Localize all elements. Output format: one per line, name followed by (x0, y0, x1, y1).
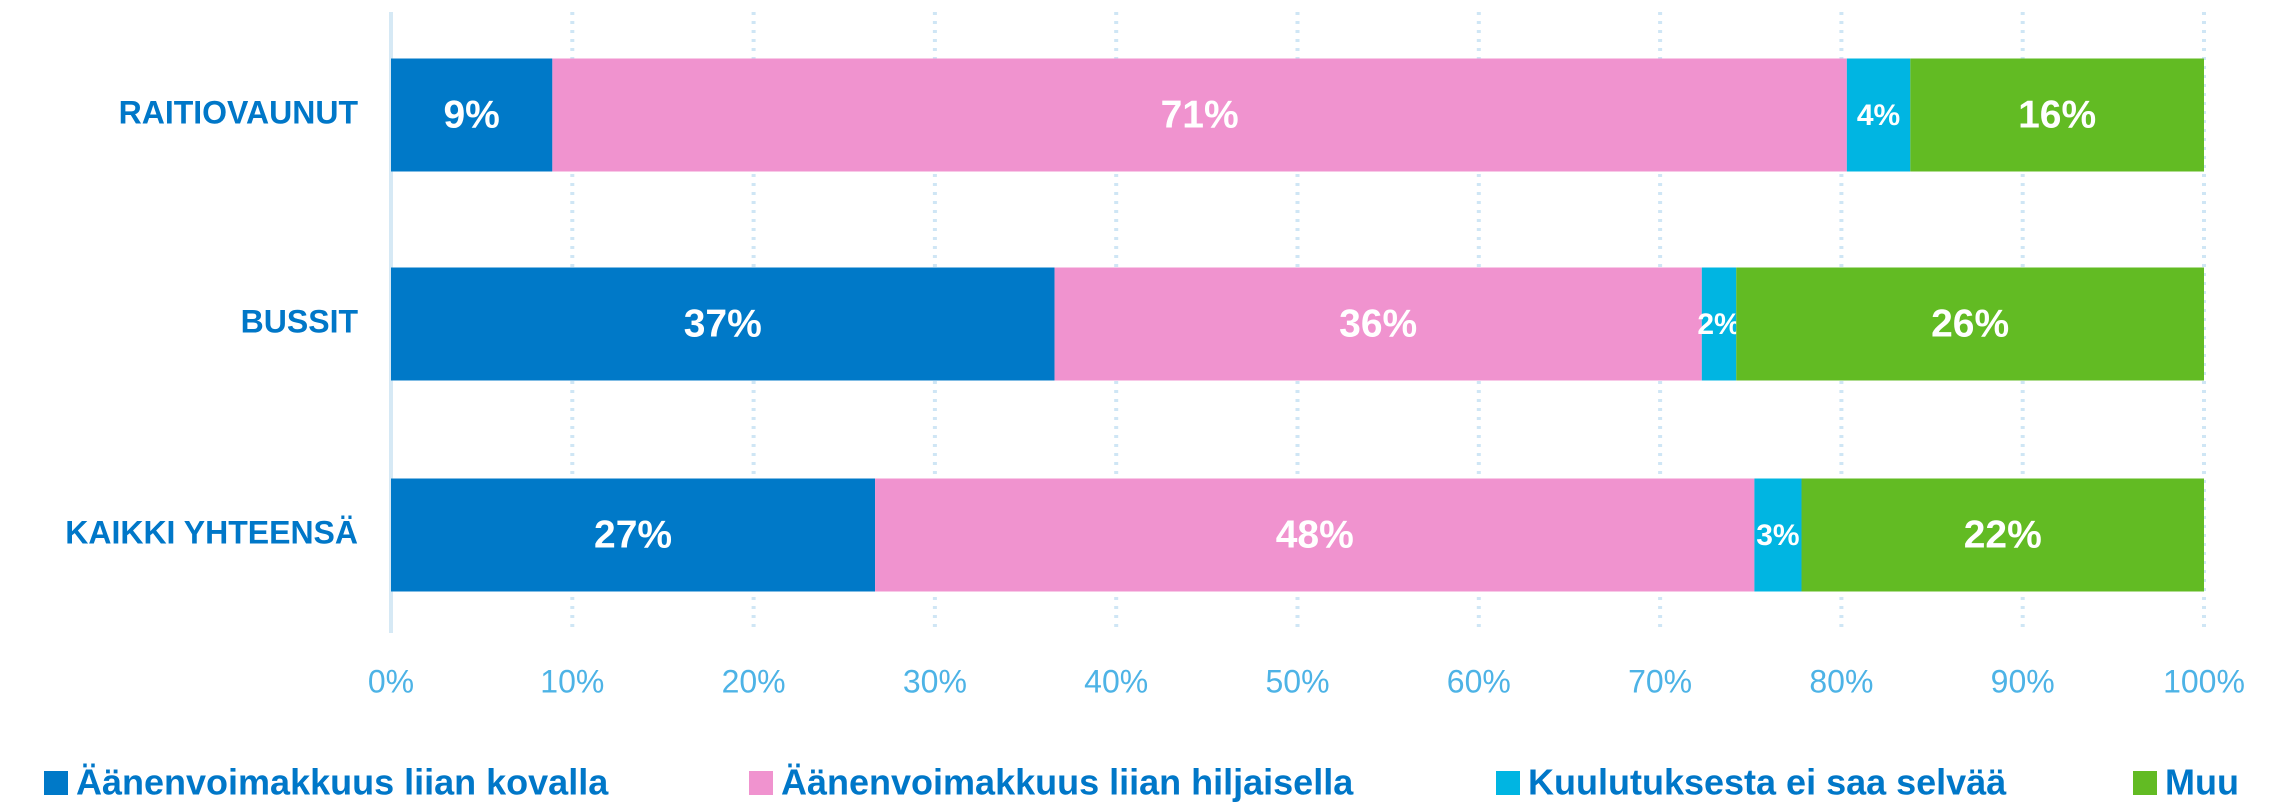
category-label: KAIKKI YHTEENSÄ (65, 514, 358, 550)
legend-label: Äänenvoimakkuus liian kovalla (76, 762, 609, 803)
bar-segment (1736, 267, 2204, 381)
legend-swatch (1496, 771, 1520, 795)
x-tick-label: 80% (1809, 663, 1873, 699)
legend-label: Kuulutuksesta ei saa selvää (1528, 762, 2007, 803)
data-label: 16% (2018, 93, 2096, 136)
x-tick-label: 30% (903, 663, 967, 699)
bar-segment (391, 58, 553, 172)
x-tick-label: 60% (1447, 663, 1511, 699)
data-label: 4% (1857, 99, 1900, 132)
bar-segment (552, 58, 1847, 172)
bar-segment (1910, 58, 2204, 172)
legend-label: Muu (2165, 762, 2239, 803)
category-label: RAITIOVAUNUT (119, 94, 359, 130)
data-label: 37% (684, 302, 762, 345)
data-label: 3% (1756, 519, 1799, 552)
bar-segment (1701, 267, 1737, 381)
x-tick-label: 10% (540, 663, 604, 699)
data-label: 71% (1161, 93, 1239, 136)
legend-label: Äänenvoimakkuus liian hiljaisella (781, 762, 1354, 803)
data-label: 2% (1697, 308, 1740, 341)
legend-swatch (2133, 771, 2157, 795)
data-label: 48% (1276, 513, 1354, 556)
x-tick-label: 100% (2163, 663, 2245, 699)
bar-segment (1801, 478, 2204, 592)
legend-swatch (44, 771, 68, 795)
x-tick-label: 70% (1628, 663, 1692, 699)
legend-swatch (749, 771, 773, 795)
x-tick-label: 50% (1265, 663, 1329, 699)
data-label: 9% (443, 93, 499, 136)
data-label: 36% (1339, 302, 1417, 345)
data-label: 22% (1964, 513, 2042, 556)
data-label: 27% (594, 513, 672, 556)
x-tick-label: 90% (1991, 663, 2055, 699)
bar-segment (875, 478, 1755, 592)
x-tick-label: 40% (1084, 663, 1148, 699)
bar-segment (1846, 58, 1911, 172)
x-tick-label: 0% (368, 663, 414, 699)
bar-segment (1754, 478, 1802, 592)
data-label: 26% (1931, 302, 2009, 345)
x-tick-label: 20% (722, 663, 786, 699)
bar-segment (391, 478, 876, 592)
category-label: BUSSIT (241, 303, 359, 339)
bar-segment (391, 267, 1055, 381)
bar-segment (1054, 267, 1702, 381)
